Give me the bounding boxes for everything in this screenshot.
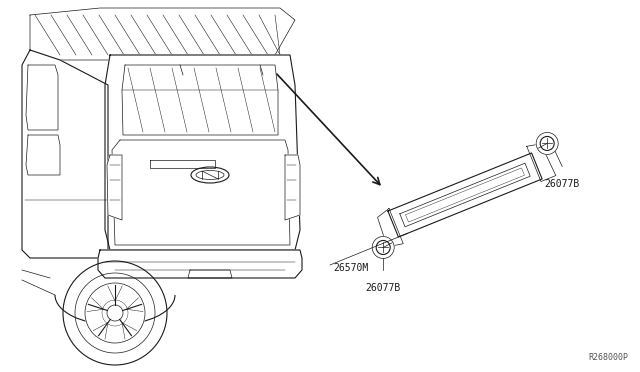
Text: 26570M: 26570M [333, 263, 368, 273]
Polygon shape [107, 155, 122, 220]
Polygon shape [22, 50, 108, 258]
Polygon shape [378, 208, 403, 247]
Polygon shape [285, 155, 300, 220]
Polygon shape [388, 153, 542, 237]
Polygon shape [26, 65, 58, 130]
Text: 26077B: 26077B [365, 283, 401, 294]
Text: R268000P: R268000P [588, 353, 628, 362]
Polygon shape [527, 144, 556, 182]
Polygon shape [122, 65, 278, 135]
Circle shape [536, 132, 558, 154]
Polygon shape [112, 140, 290, 245]
Circle shape [372, 237, 394, 259]
Circle shape [63, 261, 167, 365]
Circle shape [85, 283, 145, 343]
Text: 26077B: 26077B [545, 179, 580, 189]
Polygon shape [30, 8, 295, 60]
Polygon shape [26, 135, 60, 175]
Polygon shape [400, 163, 530, 227]
Polygon shape [105, 55, 300, 250]
Polygon shape [98, 250, 302, 278]
